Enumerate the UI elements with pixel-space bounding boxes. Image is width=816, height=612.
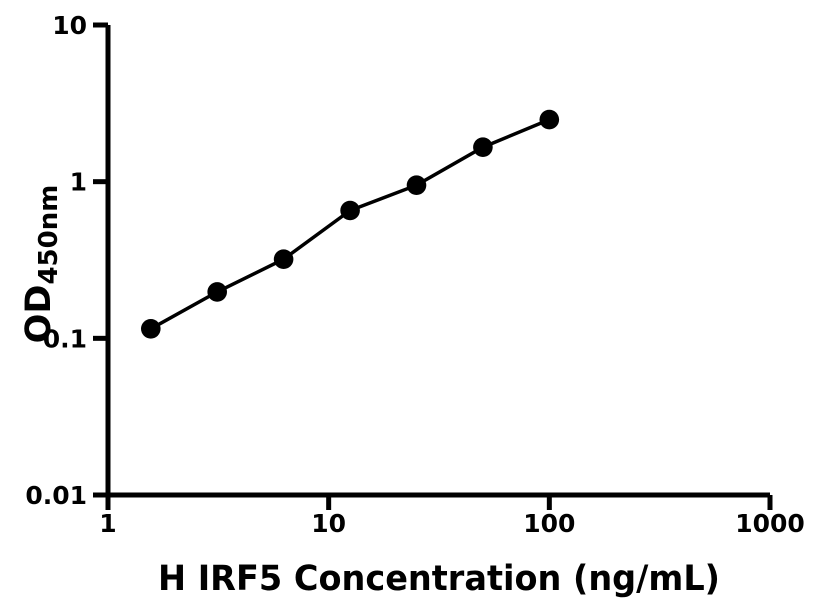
data-point-marker xyxy=(141,319,161,339)
data-point-marker xyxy=(539,109,560,130)
y-axis-ticks xyxy=(93,22,108,498)
y-axis-title-subscript: 450nm xyxy=(34,185,64,285)
x-axis-tick-labels: 1 10 100 1000 xyxy=(99,509,805,538)
data-series xyxy=(141,109,560,339)
data-point-marker xyxy=(273,249,294,269)
y-tick-label: 0.1 xyxy=(43,324,87,353)
y-axis-title: OD450nm xyxy=(19,185,64,344)
data-point-marker xyxy=(340,200,360,221)
x-axis-title: H IRF5 Concentration (ng/mL) xyxy=(158,559,720,599)
x-tick-label: 1000 xyxy=(735,509,805,538)
y-tick-label: 0.01 xyxy=(25,481,87,510)
y-tick-label: 1 xyxy=(70,168,87,197)
data-point-marker xyxy=(406,175,427,195)
data-point-marker xyxy=(473,137,493,157)
y-axis-tick-labels: 10 1 0.1 0.01 xyxy=(25,11,87,510)
x-tick-label: 1 xyxy=(99,509,116,538)
y-tick-label: 10 xyxy=(52,11,87,40)
axes xyxy=(105,25,770,498)
data-point-marker xyxy=(207,282,227,302)
x-axis-ticks xyxy=(105,495,773,510)
axis-spine xyxy=(105,25,770,498)
x-tick-label: 10 xyxy=(311,509,346,538)
x-tick-label: 100 xyxy=(523,509,575,538)
y-axis-title-main: OD xyxy=(19,285,59,344)
